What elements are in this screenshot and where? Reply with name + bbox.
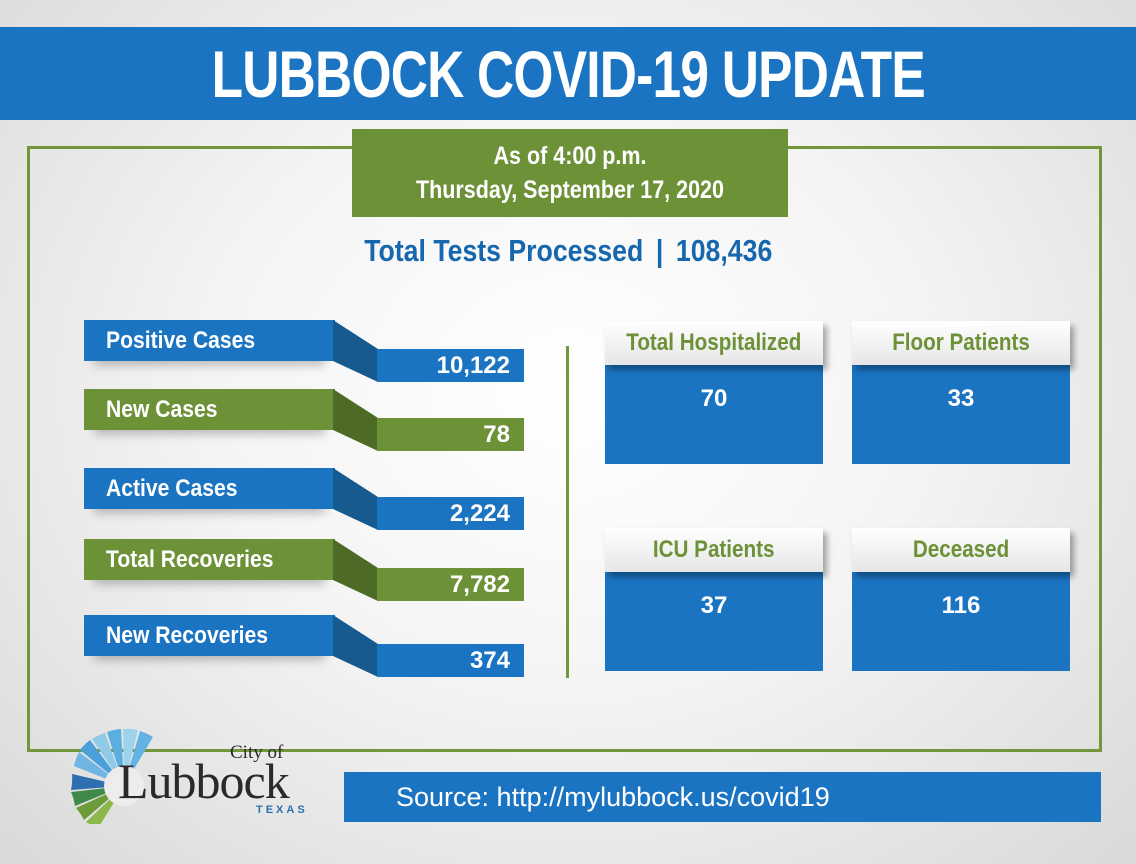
ribbon-fold [333, 389, 378, 451]
stat-total-recoveries: Total Recoveries 7,782 [84, 539, 524, 601]
hospital-label: Deceased [852, 528, 1070, 572]
total-tests-label: Total Tests Processed [363, 233, 644, 268]
stat-new-recoveries: New Recoveries 374 [84, 615, 524, 677]
stat-floor-patients: Floor Patients 33 [852, 321, 1070, 464]
ribbon-fold [333, 539, 378, 601]
ribbon-fold [333, 615, 378, 677]
ribbon-fold [333, 468, 378, 530]
title-banner: LUBBOCK COVID-19 UPDATE [0, 27, 1136, 120]
hospital-label: Floor Patients [852, 321, 1070, 365]
total-tests: Total Tests Processed | 108,436 [280, 226, 856, 276]
stat-value: 2,224 [377, 497, 524, 530]
column-divider [566, 346, 569, 678]
stat-positive-cases: Positive Cases 10,122 [84, 320, 524, 382]
stat-value: 10,122 [377, 349, 524, 382]
as-of-time: As of 4:00 p.m. [493, 142, 647, 170]
as-of-box: As of 4:00 p.m. Thursday, September 17, … [352, 129, 788, 217]
hospital-value: 116 [941, 592, 981, 619]
stat-label: New Recoveries [84, 615, 335, 656]
stat-icu-patients: ICU Patients 37 [605, 528, 823, 671]
total-tests-value: 108,436 [675, 233, 773, 268]
stat-value: 7,782 [377, 568, 524, 601]
hospital-value: 33 [947, 385, 975, 412]
hospital-label: Total Hospitalized [605, 321, 823, 365]
stat-total-hospitalized: Total Hospitalized 70 [605, 321, 823, 464]
source-bar: Source: http://mylubbock.us/covid19 [344, 772, 1101, 822]
logo-state: TEXAS [256, 804, 308, 816]
hospital-label: ICU Patients [605, 528, 823, 572]
hospital-value: 70 [700, 385, 728, 412]
stat-deceased: Deceased 116 [852, 528, 1070, 671]
stat-label: Total Recoveries [84, 539, 335, 580]
page-title: LUBBOCK COVID-19 UPDATE [211, 36, 925, 111]
logo-city-name: Lubbock [118, 753, 290, 809]
city-logo-icon [71, 728, 153, 824]
hospital-value: 37 [700, 592, 728, 619]
stat-new-cases: New Cases 78 [84, 389, 524, 451]
stat-label: New Cases [84, 389, 335, 430]
ribbon-fold [333, 320, 378, 382]
stat-value: 78 [377, 418, 524, 451]
logo-city-of: City of [230, 742, 284, 763]
as-of-date: Thursday, September 17, 2020 [416, 176, 724, 204]
stat-value: 374 [377, 644, 524, 677]
stat-label: Positive Cases [84, 320, 335, 361]
stat-active-cases: Active Cases 2,224 [84, 468, 524, 530]
stat-label: Active Cases [84, 468, 335, 509]
total-tests-separator: | [655, 233, 664, 268]
